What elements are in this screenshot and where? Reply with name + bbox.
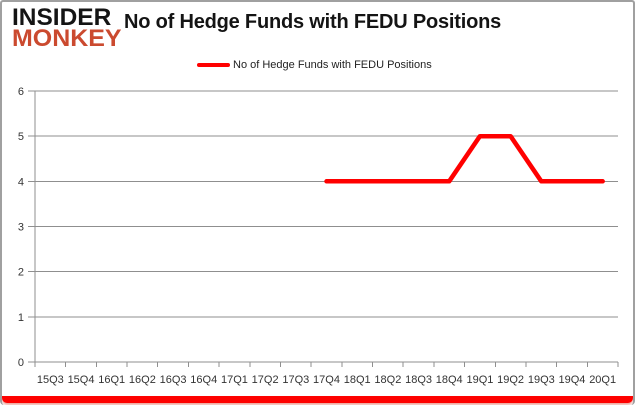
x-axis-label: 18Q1 bbox=[344, 374, 371, 386]
x-axis-label: 15Q4 bbox=[68, 374, 95, 386]
insider-monkey-logo: INSIDER MONKEY bbox=[12, 4, 122, 50]
x-axis-label: 18Q2 bbox=[374, 374, 401, 386]
y-axis-label: 4 bbox=[18, 176, 24, 188]
x-axis-label: 18Q4 bbox=[436, 374, 463, 386]
x-axis-label: 15Q3 bbox=[37, 374, 64, 386]
logo-monkey-text: MONKEY bbox=[12, 24, 122, 52]
x-axis-label: 16Q1 bbox=[98, 374, 125, 386]
x-axis-label: 17Q2 bbox=[252, 374, 279, 386]
bottom-accent-bar bbox=[2, 396, 633, 403]
x-axis-label: 19Q1 bbox=[466, 374, 493, 386]
y-axis-label: 1 bbox=[18, 312, 24, 324]
x-axis-label: 16Q3 bbox=[160, 374, 187, 386]
y-axis-label: 5 bbox=[18, 131, 24, 143]
x-axis-label: 16Q2 bbox=[129, 374, 156, 386]
x-axis-label: 19Q2 bbox=[497, 374, 524, 386]
y-axis-label: 0 bbox=[18, 357, 24, 369]
x-axis-label: 17Q1 bbox=[221, 374, 248, 386]
series-line bbox=[324, 133, 605, 184]
x-axis-label: 20Q1 bbox=[589, 374, 616, 386]
x-axis-label: 16Q4 bbox=[190, 374, 217, 386]
chart-title: No of Hedge Funds with FEDU Positions bbox=[124, 11, 502, 33]
x-axis-label: 19Q4 bbox=[559, 374, 586, 386]
legend-line-swatch bbox=[197, 62, 230, 67]
y-axis-label: 3 bbox=[18, 222, 24, 234]
legend: No of Hedge Funds with FEDU Positions bbox=[197, 58, 432, 71]
x-axis-label: 18Q3 bbox=[405, 374, 432, 386]
x-axis-label: 17Q3 bbox=[282, 374, 309, 386]
x-axis-label: 17Q4 bbox=[313, 374, 340, 386]
legend-label: No of Hedge Funds with FEDU Positions bbox=[233, 58, 432, 71]
y-axis-label: 6 bbox=[18, 86, 24, 98]
logo-insider-text: INSIDER bbox=[12, 4, 112, 31]
x-axis-label: 19Q3 bbox=[528, 374, 555, 386]
y-axis-label: 2 bbox=[18, 267, 24, 279]
